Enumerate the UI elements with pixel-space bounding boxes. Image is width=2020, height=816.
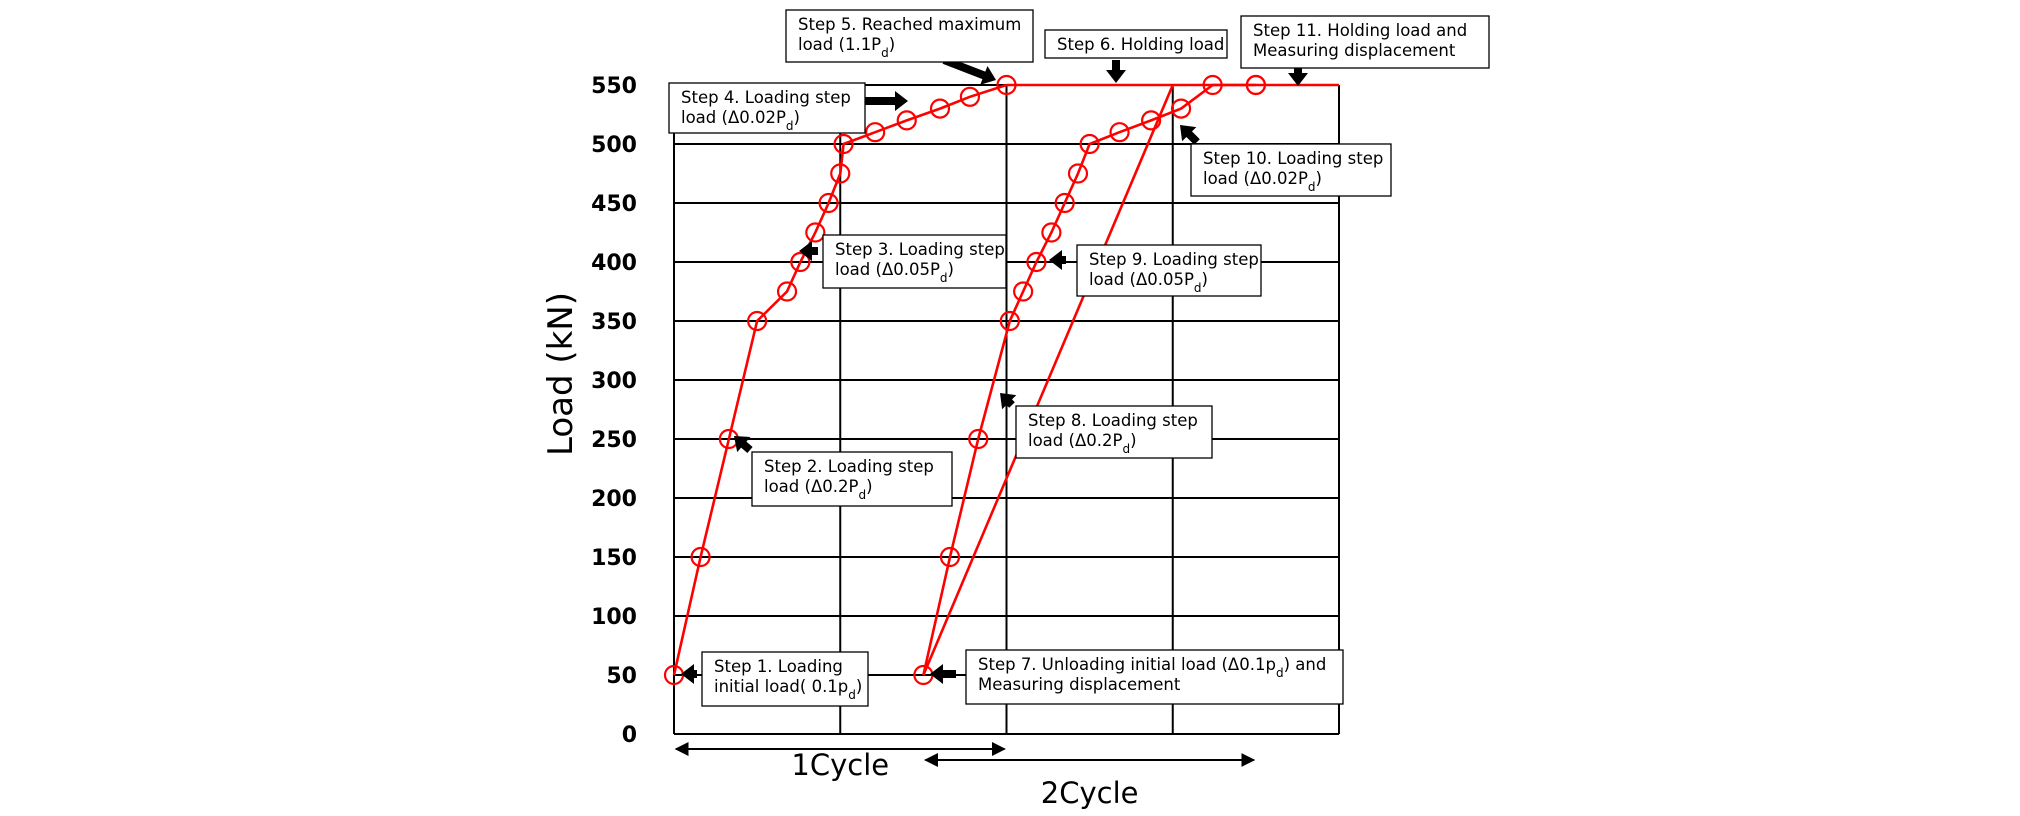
annotation-box-step11 [1240, 15, 1490, 69]
data-point [999, 310, 1020, 332]
data-point [968, 428, 989, 450]
annotation-text: load (Δ0.02Pd) [1203, 169, 1322, 194]
annotation-arrow [942, 56, 996, 85]
data-point [1054, 192, 1075, 214]
annotation-text: Measuring displacement [1253, 41, 1456, 60]
y-axis-title: Load (kN) [541, 292, 581, 456]
annotation-text: Step 7. Unloading initial load (Δ0.1pd) … [978, 655, 1326, 680]
annotation-text: load (Δ0.02Pd) [681, 108, 800, 133]
data-point [1026, 251, 1047, 273]
annotation-text: Step 8. Loading step [1028, 411, 1198, 430]
y-tick-label: 150 [591, 546, 637, 571]
annotation-box-step1 [701, 651, 869, 707]
annotation-arrow [1049, 250, 1066, 270]
annotation-text: Step 3. Loading step [835, 240, 1005, 259]
y-tick-label: 250 [591, 428, 637, 453]
annotation-text: Measuring displacement [978, 675, 1181, 694]
y-tick-label: 100 [591, 605, 637, 630]
annotation-box-step8 [1015, 405, 1213, 459]
annotation-arrow [930, 664, 956, 684]
data-point [690, 546, 711, 568]
data-point [1041, 222, 1062, 243]
data-point [939, 546, 961, 568]
data-point [1245, 74, 1266, 96]
y-tick-label: 350 [591, 310, 637, 335]
data-point [1013, 281, 1034, 302]
annotation-box-step6 [1044, 29, 1228, 59]
annotation-arrow [1106, 60, 1126, 83]
annotation-box-step7 [965, 649, 1344, 705]
annotation-text: initial load( 0.1pd) [714, 677, 862, 702]
annotation-arrow [1000, 393, 1017, 410]
annotation-text: Step 9. Loading step [1089, 250, 1259, 269]
annotation-text: load (1.1Pd) [798, 35, 895, 60]
y-tick-label: 450 [591, 192, 637, 217]
data-point [833, 133, 854, 155]
y-tick-label: 200 [591, 487, 637, 512]
annotation-box-step5 [785, 9, 1034, 63]
annotation-text: Step 5. Reached maximum [798, 15, 1021, 34]
data-point [747, 310, 768, 332]
annotation-text: Step 4. Loading step [681, 88, 851, 107]
cycle-label: 1Cycle [791, 748, 889, 782]
annotation-box-step3 [822, 234, 1007, 289]
annotation-box-step10 [1190, 143, 1392, 197]
y-tick-label: 400 [591, 251, 637, 276]
annotation-arrow [1180, 125, 1200, 145]
series-line [922, 84, 1174, 676]
y-tick-label: 550 [591, 74, 637, 99]
y-tick-label: 500 [591, 133, 637, 158]
annotation-text: load (Δ0.2Pd) [764, 477, 873, 502]
annotation-arrow [1288, 68, 1308, 86]
annotation-arrow [681, 664, 697, 684]
y-tick-label: 50 [606, 664, 637, 689]
data-point [1109, 122, 1130, 143]
annotation-text: Step 10. Loading step [1203, 149, 1383, 168]
data-point [1067, 163, 1089, 184]
annotation-box-step2 [751, 451, 953, 507]
series [663, 74, 1339, 686]
data-point [1141, 110, 1162, 131]
annotation-arrows [681, 56, 1308, 684]
annotation-text: load (Δ0.05Pd) [835, 260, 954, 285]
data-point [805, 222, 826, 243]
annotation-text: Step 6. Holding load [1057, 35, 1224, 54]
data-point [929, 98, 951, 119]
annotation-text: load (Δ0.05Pd) [1089, 270, 1208, 295]
data-point [1079, 133, 1100, 155]
data-point [959, 86, 981, 107]
annotation-text: load (Δ0.2Pd) [1028, 431, 1137, 456]
data-point [790, 251, 811, 273]
annotation-arrow [862, 91, 908, 111]
annotation-text: Step 11. Holding load and [1253, 21, 1467, 40]
cycle-markers: 1Cycle 2Cycle [674, 742, 1256, 810]
annotation-box-step4 [668, 82, 866, 134]
data-point [865, 122, 886, 143]
annotation-box-step9 [1076, 244, 1262, 297]
data-point [1170, 98, 1192, 119]
annotation-text: Step 2. Loading step [764, 457, 934, 476]
data-point [896, 110, 917, 131]
y-tick-labels: 0 50 100 150 200 250 300 350 400 450 500 550 [591, 74, 637, 748]
cycle-label: 2Cycle [1041, 776, 1139, 810]
y-tick-label: 0 [622, 723, 637, 748]
annotation-arrow [734, 436, 753, 453]
series-line [672, 83, 1007, 676]
y-tick-label: 300 [591, 369, 637, 394]
annotation-text: Step 1. Loading [714, 657, 843, 676]
data-point [818, 192, 839, 214]
annotation-arrow [799, 241, 818, 261]
data-point [830, 163, 851, 184]
data-point [776, 281, 798, 302]
series-line [922, 83, 1256, 676]
